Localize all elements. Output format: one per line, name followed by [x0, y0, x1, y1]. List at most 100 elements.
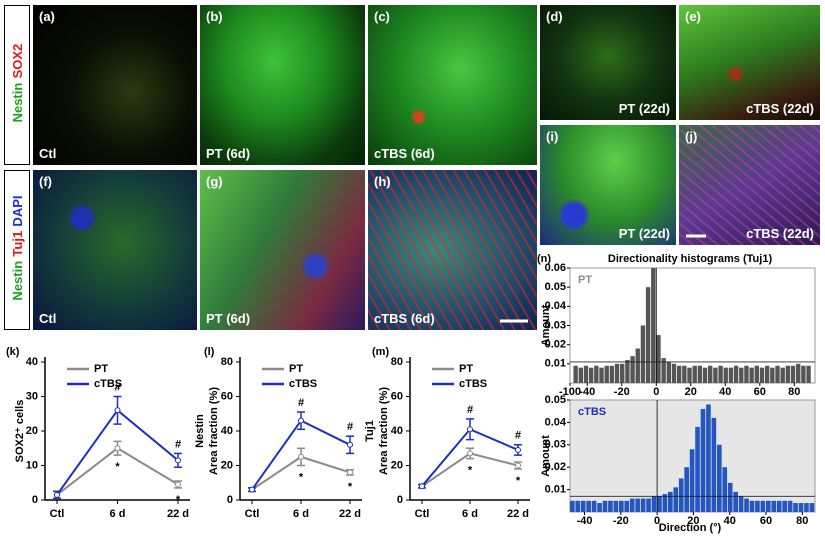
histogram-bar [676, 365, 682, 383]
legend-label: PT [289, 363, 303, 375]
histogram-bar [580, 500, 586, 512]
point [419, 483, 425, 490]
y-tick-label: 40 [391, 425, 403, 437]
y-tick-label: 40 [26, 356, 38, 368]
histogram-bar [614, 363, 620, 383]
histogram-bar [806, 365, 811, 383]
x-tick-label: Ctl [245, 508, 260, 520]
histogram-bar [586, 500, 591, 512]
histogram-bar [597, 503, 602, 512]
histogram-bar [678, 478, 684, 512]
histogram-bar [570, 500, 575, 512]
micrograph: (c) cTBS (6d) [368, 5, 537, 165]
x-tick-label: 6 d [110, 508, 126, 520]
histogram-bar [687, 367, 692, 383]
x-tick-label: 40 [719, 386, 731, 398]
histogram-bar [739, 367, 744, 383]
legend-label: cTBS [94, 378, 122, 390]
y-axis-label: Tuj1 [364, 420, 376, 442]
y-axis-label: SOX2⁺ cells [14, 400, 26, 463]
row-label: NestinSOX2 [4, 5, 30, 165]
histogram-bar [790, 365, 796, 383]
histogram-bar [692, 365, 697, 383]
histogram-bar [646, 498, 651, 512]
histogram-bar [578, 367, 584, 383]
significance-label: * [516, 475, 521, 487]
point [467, 450, 473, 457]
x-tick-label: 60 [760, 515, 772, 527]
micrograph: (j) cTBS (22d) [679, 125, 820, 245]
x-tick-label: 0 [653, 386, 659, 398]
y-axis-label: Area fraction (%) [208, 387, 220, 475]
panel-caption: cTBS (22d) [746, 101, 814, 116]
panel-caption: cTBS (6d) [374, 146, 435, 161]
panel-letter: (l) [204, 346, 215, 358]
histogram-bar [635, 348, 640, 383]
histogram-bar [602, 500, 608, 512]
histogram-bar [575, 500, 581, 512]
y-tick-label: 40 [221, 425, 233, 437]
y-tick-label: 0.01 [545, 358, 566, 370]
histogram-bar [645, 287, 651, 383]
histogram-bar [776, 500, 782, 512]
y-tick-label: 60 [391, 390, 403, 402]
histogram-bar [809, 503, 815, 512]
y-tick-label: 0 [227, 494, 233, 506]
x-tick-label: 20 [685, 386, 697, 398]
significance-label: # [114, 381, 120, 393]
panel-caption: PT (22d) [618, 101, 670, 116]
point [298, 453, 304, 460]
point [54, 491, 60, 498]
legend-label: cTBS [289, 378, 317, 390]
point [515, 446, 521, 453]
y-tick-label: 0 [397, 494, 403, 506]
micrograph: (e) cTBS (22d) [679, 5, 820, 120]
y-tick-label: 0.05 [545, 281, 566, 293]
panel-letter: (j) [685, 129, 698, 144]
histogram-bar [785, 365, 791, 383]
panel-letter: (a) [39, 9, 55, 24]
x-tick-label: 22 d [507, 508, 529, 520]
x-tick-label: -40 [579, 386, 595, 398]
x-tick-label: 22 d [339, 508, 361, 520]
chart-title: Directionality histograms (Tuj1) [608, 253, 773, 265]
micrograph: (a) Ctl [33, 5, 197, 165]
y-tick-label: 0.02 [545, 461, 566, 473]
y-tick-label: 20 [26, 425, 38, 437]
histogram-bar [764, 365, 770, 383]
panel-letter: (n) [537, 253, 551, 265]
histogram-bar [613, 500, 619, 512]
histogram-bar [651, 268, 656, 383]
y-tick-label: 30 [26, 390, 38, 402]
point [114, 445, 121, 452]
significance-label: * [176, 494, 181, 506]
y-tick-label: 10 [26, 459, 38, 471]
legend-label: PT [459, 363, 473, 375]
y-tick-label: 0.03 [545, 439, 566, 451]
histogram-bar [798, 503, 804, 512]
histogram-bar [625, 360, 630, 383]
x-tick-label: Ctl [50, 508, 65, 520]
histogram-bar [738, 496, 744, 512]
y-tick-label: 0.02 [545, 339, 566, 351]
histogram-bar [635, 498, 640, 512]
point [467, 426, 473, 433]
panel-letter: (d) [546, 9, 563, 24]
histogram-bar [780, 367, 785, 383]
point [298, 417, 304, 424]
histogram-bar [708, 365, 713, 383]
point [347, 441, 353, 448]
panel-caption: PT (22d) [618, 226, 670, 241]
histogram-bar [723, 367, 728, 383]
panel-letter: (m) [372, 346, 389, 358]
point [515, 462, 521, 469]
y-tick-label: 0.05 [545, 394, 566, 406]
histogram-bar [728, 367, 734, 383]
histogram-bar [804, 503, 809, 512]
point [249, 486, 255, 493]
micrograph: (b) PT (6d) [200, 5, 365, 165]
x-tick-label: 40 [724, 515, 736, 527]
histogram-bar [700, 408, 706, 512]
point [175, 457, 181, 464]
